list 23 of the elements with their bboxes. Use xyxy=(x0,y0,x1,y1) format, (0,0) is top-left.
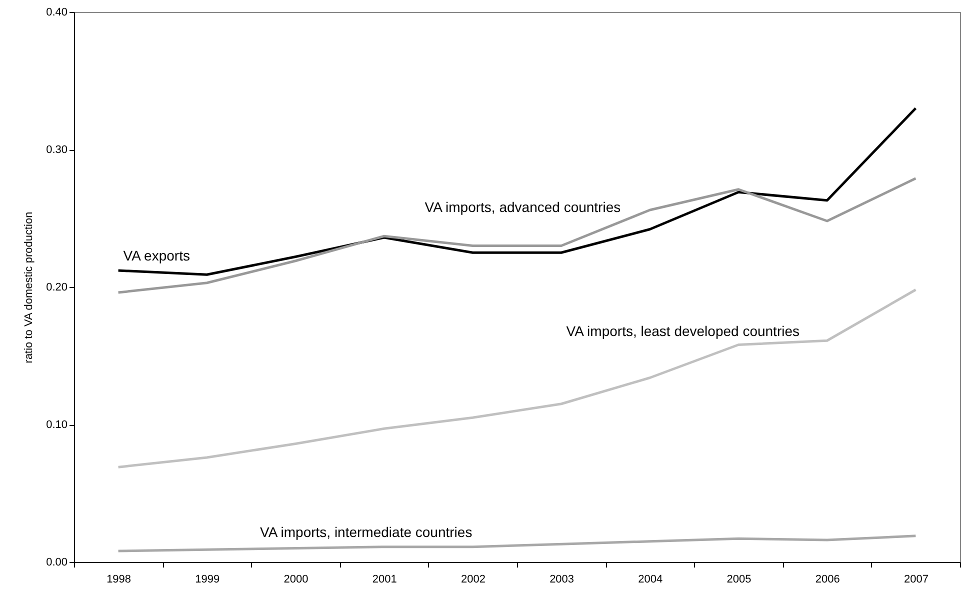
x-tick-label: 1999 xyxy=(195,574,220,586)
x-tick-label: 2005 xyxy=(726,574,752,586)
y-tick-label: 0.40 xyxy=(46,6,68,18)
y-tick-label: 0.10 xyxy=(46,419,68,431)
y-tick-label: 0.20 xyxy=(46,282,68,294)
line-series xyxy=(117,177,917,294)
line-series xyxy=(117,288,917,468)
x-tick-label: 1998 xyxy=(106,574,132,586)
series-label: VA imports, intermediate countries xyxy=(260,524,472,540)
x-tick-label: 2004 xyxy=(638,574,663,586)
line-series xyxy=(117,107,917,276)
y-axis-title: ratio to VA domestic production xyxy=(23,212,36,364)
series-label: VA exports xyxy=(123,248,190,264)
x-tick-label: 2003 xyxy=(550,574,574,586)
y-tick-label: 0.00 xyxy=(46,556,68,568)
x-tick-label: 2001 xyxy=(372,574,397,586)
x-tick-label: 2007 xyxy=(904,574,928,586)
series-label: VA imports, advanced countries xyxy=(424,198,621,215)
series-label: VA imports, least developed countries xyxy=(566,322,800,339)
x-tick-label: 2006 xyxy=(815,574,840,586)
x-tick-label: 2000 xyxy=(284,574,308,586)
x-tick-label: 2002 xyxy=(460,574,486,586)
y-tick-label: 0.30 xyxy=(46,144,68,156)
